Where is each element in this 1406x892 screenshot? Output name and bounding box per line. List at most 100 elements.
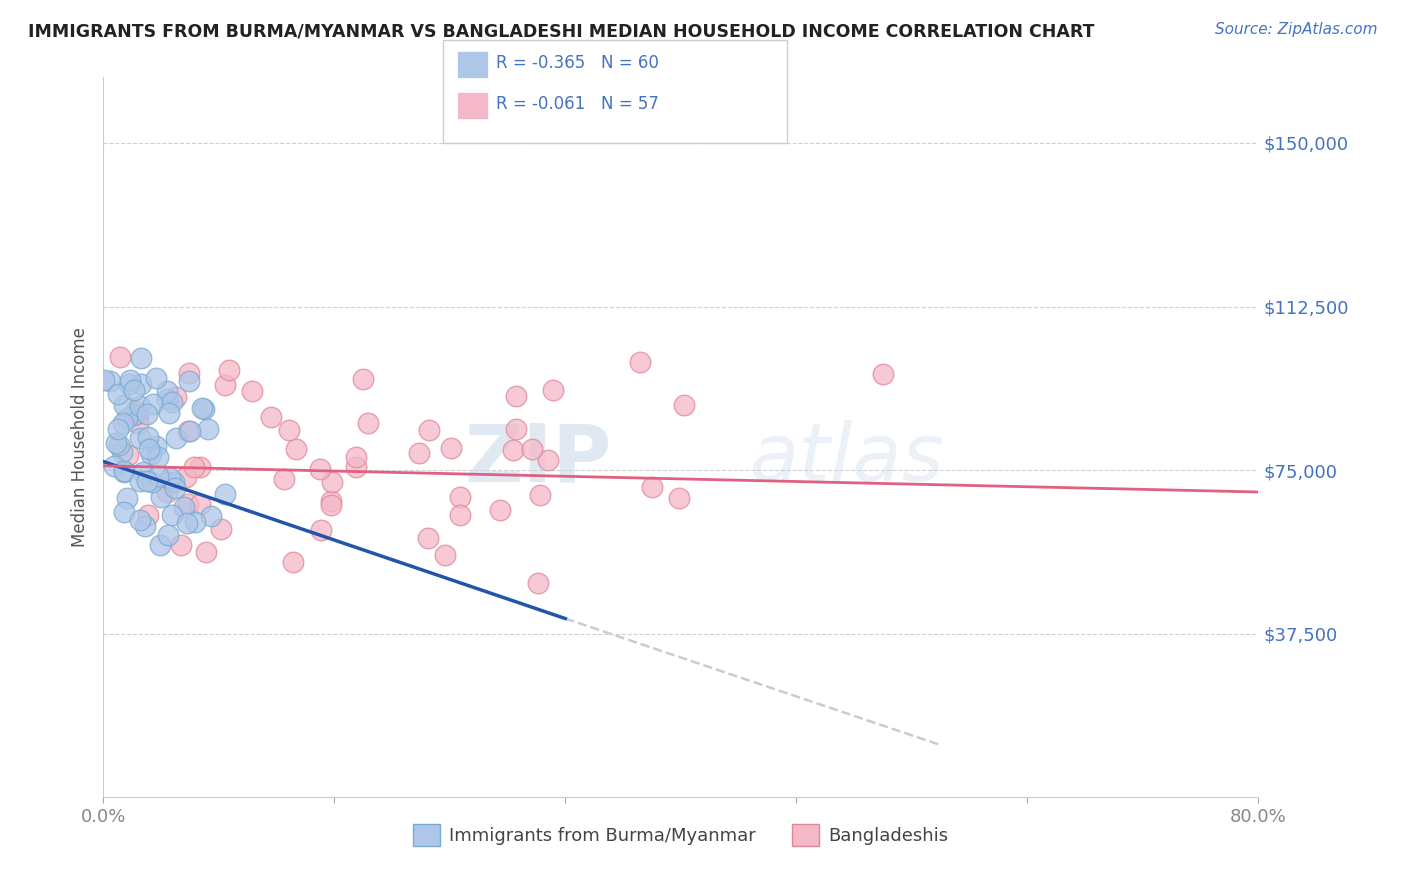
Point [641,480,664,494]
Text: ZIP: ZIP [464,420,612,498]
Point [124,404,146,418]
Point [173,500,195,514]
Point [93,374,115,388]
Point [107,386,129,401]
Point [165,431,187,445]
Point [527,575,550,590]
Point [502,443,524,458]
Point [136,408,159,422]
Point [543,383,565,397]
Point [176,497,198,511]
Point [240,384,263,398]
Point [159,471,181,485]
Point [218,363,240,377]
Point [418,423,440,437]
Point [103,458,125,473]
Point [505,389,527,403]
Point [112,464,135,478]
Point [176,516,198,531]
Point [115,411,138,425]
Point [156,392,179,406]
Point [200,508,222,523]
Point [128,474,150,488]
Point [111,416,134,430]
Point [668,491,690,505]
Point [127,407,149,421]
Point [135,474,157,488]
Point [108,438,131,452]
Point [134,518,156,533]
Point [321,494,343,508]
Point [115,491,138,505]
Y-axis label: Median Household Income: Median Household Income [72,327,89,548]
Text: IMMIGRANTS FROM BURMA/MYANMAR VS BANGLADESHI MEDIAN HOUSEHOLD INCOME CORRELATION: IMMIGRANTS FROM BURMA/MYANMAR VS BANGLAD… [28,22,1095,40]
Point [142,397,165,411]
Point [193,401,215,416]
Point [273,471,295,485]
Point [416,531,439,545]
Point [156,485,179,500]
Point [449,508,471,523]
Point [112,505,135,519]
Point [129,513,152,527]
Point [191,401,214,416]
Point [112,398,135,412]
Legend: Immigrants from Burma/Myanmar, Bangladeshis: Immigrants from Burma/Myanmar, Banglades… [406,817,956,854]
Point [129,351,152,366]
Point [489,502,512,516]
Point [118,373,141,387]
Point [520,442,543,456]
Point [131,466,153,480]
Point [284,442,307,456]
Point [104,435,127,450]
Point [449,490,471,504]
Point [170,538,193,552]
Point [136,508,159,523]
Point [872,367,894,381]
Point [529,487,551,501]
Point [100,374,122,388]
Point [672,398,695,412]
Point [118,377,141,392]
Point [139,447,162,461]
Point [177,374,200,388]
Point [145,371,167,385]
Point [184,515,207,529]
Point [146,469,169,483]
Text: atlas: atlas [751,420,945,498]
Point [309,461,332,475]
Point [260,410,283,425]
Point [321,475,343,489]
Point [129,431,152,445]
Point [165,390,187,404]
Point [138,442,160,456]
Point [160,508,183,522]
Point [156,384,179,399]
Point [146,450,169,464]
Point [179,425,201,439]
Point [149,538,172,552]
Point [440,441,463,455]
Point [127,416,149,430]
Point [277,423,299,437]
Point [157,406,180,420]
Point [122,383,145,397]
Point [129,399,152,413]
Point [628,354,651,368]
Point [145,439,167,453]
Point [537,453,560,467]
Point [150,490,173,504]
Point [214,378,236,392]
Point [163,482,186,496]
Point [433,549,456,563]
Point [107,422,129,436]
Point [197,422,219,436]
Point [141,475,163,490]
Point [156,475,179,490]
Point [176,470,198,484]
Point [214,487,236,501]
Point [124,408,146,422]
Point [157,528,180,542]
Text: Source: ZipAtlas.com: Source: ZipAtlas.com [1215,22,1378,37]
Text: R = -0.061   N = 57: R = -0.061 N = 57 [496,95,659,113]
